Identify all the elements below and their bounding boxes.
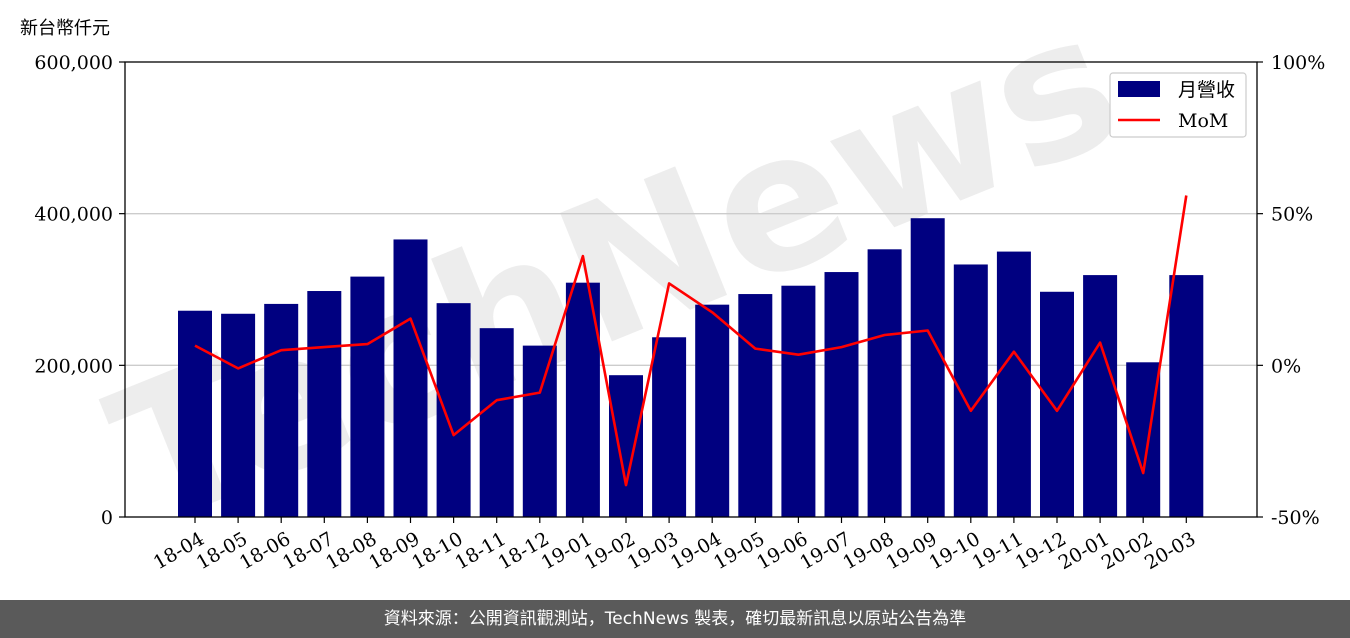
bar-18-05 bbox=[221, 313, 256, 517]
bar-18-08 bbox=[350, 276, 385, 517]
bar-19-08 bbox=[867, 249, 902, 517]
bar-18-06 bbox=[264, 303, 299, 517]
footer-source: 資料來源：公開資訊觀測站，TechNews 製表，確切最新訊息以原站公告為準 bbox=[0, 600, 1350, 638]
right-tick-label: 0% bbox=[1271, 355, 1301, 377]
revenue-chart: 0200,000400,000600,000-50%0%50%100%18-04… bbox=[34, 52, 1325, 574]
bar-19-09 bbox=[910, 218, 945, 517]
left-tick-label: 600,000 bbox=[34, 52, 113, 74]
legend-label-revenue: 月營收 bbox=[1178, 79, 1235, 101]
bar-19-07 bbox=[824, 272, 859, 517]
bar-19-02 bbox=[609, 375, 643, 517]
right-tick-label: 100% bbox=[1271, 52, 1325, 74]
left-tick-label: 200,000 bbox=[34, 355, 113, 377]
unit-label: 新台幣仟元 bbox=[20, 18, 110, 39]
left-tick-label: 400,000 bbox=[34, 204, 113, 226]
legend-swatch-bar bbox=[1118, 81, 1160, 97]
bar-19-05 bbox=[738, 294, 773, 517]
left-tick-label: 0 bbox=[101, 507, 113, 529]
x-tick-label: 20-03 bbox=[1141, 528, 1199, 574]
bar-18-12 bbox=[522, 345, 557, 517]
bar-20-03 bbox=[1169, 275, 1204, 517]
bar-20-01 bbox=[1083, 275, 1118, 517]
bar-19-11 bbox=[996, 251, 1031, 518]
plot-frame bbox=[124, 61, 1258, 518]
bar-19-04 bbox=[695, 304, 730, 517]
bar-19-03 bbox=[652, 337, 687, 517]
bars bbox=[178, 218, 1204, 518]
bar-18-04 bbox=[178, 310, 212, 517]
legend: 月營收 MoM bbox=[1109, 72, 1247, 138]
right-tick-label: 50% bbox=[1271, 204, 1313, 226]
bar-19-06 bbox=[781, 285, 816, 517]
bar-18-10 bbox=[436, 303, 471, 517]
legend-label-mom: MoM bbox=[1178, 110, 1228, 132]
bar-19-12 bbox=[1040, 291, 1074, 517]
bar-18-11 bbox=[479, 328, 514, 517]
bar-18-07 bbox=[307, 291, 342, 517]
bar-18-09 bbox=[393, 239, 428, 517]
right-tick-label: -50% bbox=[1271, 507, 1320, 529]
mom-line-layer bbox=[194, 195, 1188, 487]
mom-line bbox=[194, 195, 1188, 487]
